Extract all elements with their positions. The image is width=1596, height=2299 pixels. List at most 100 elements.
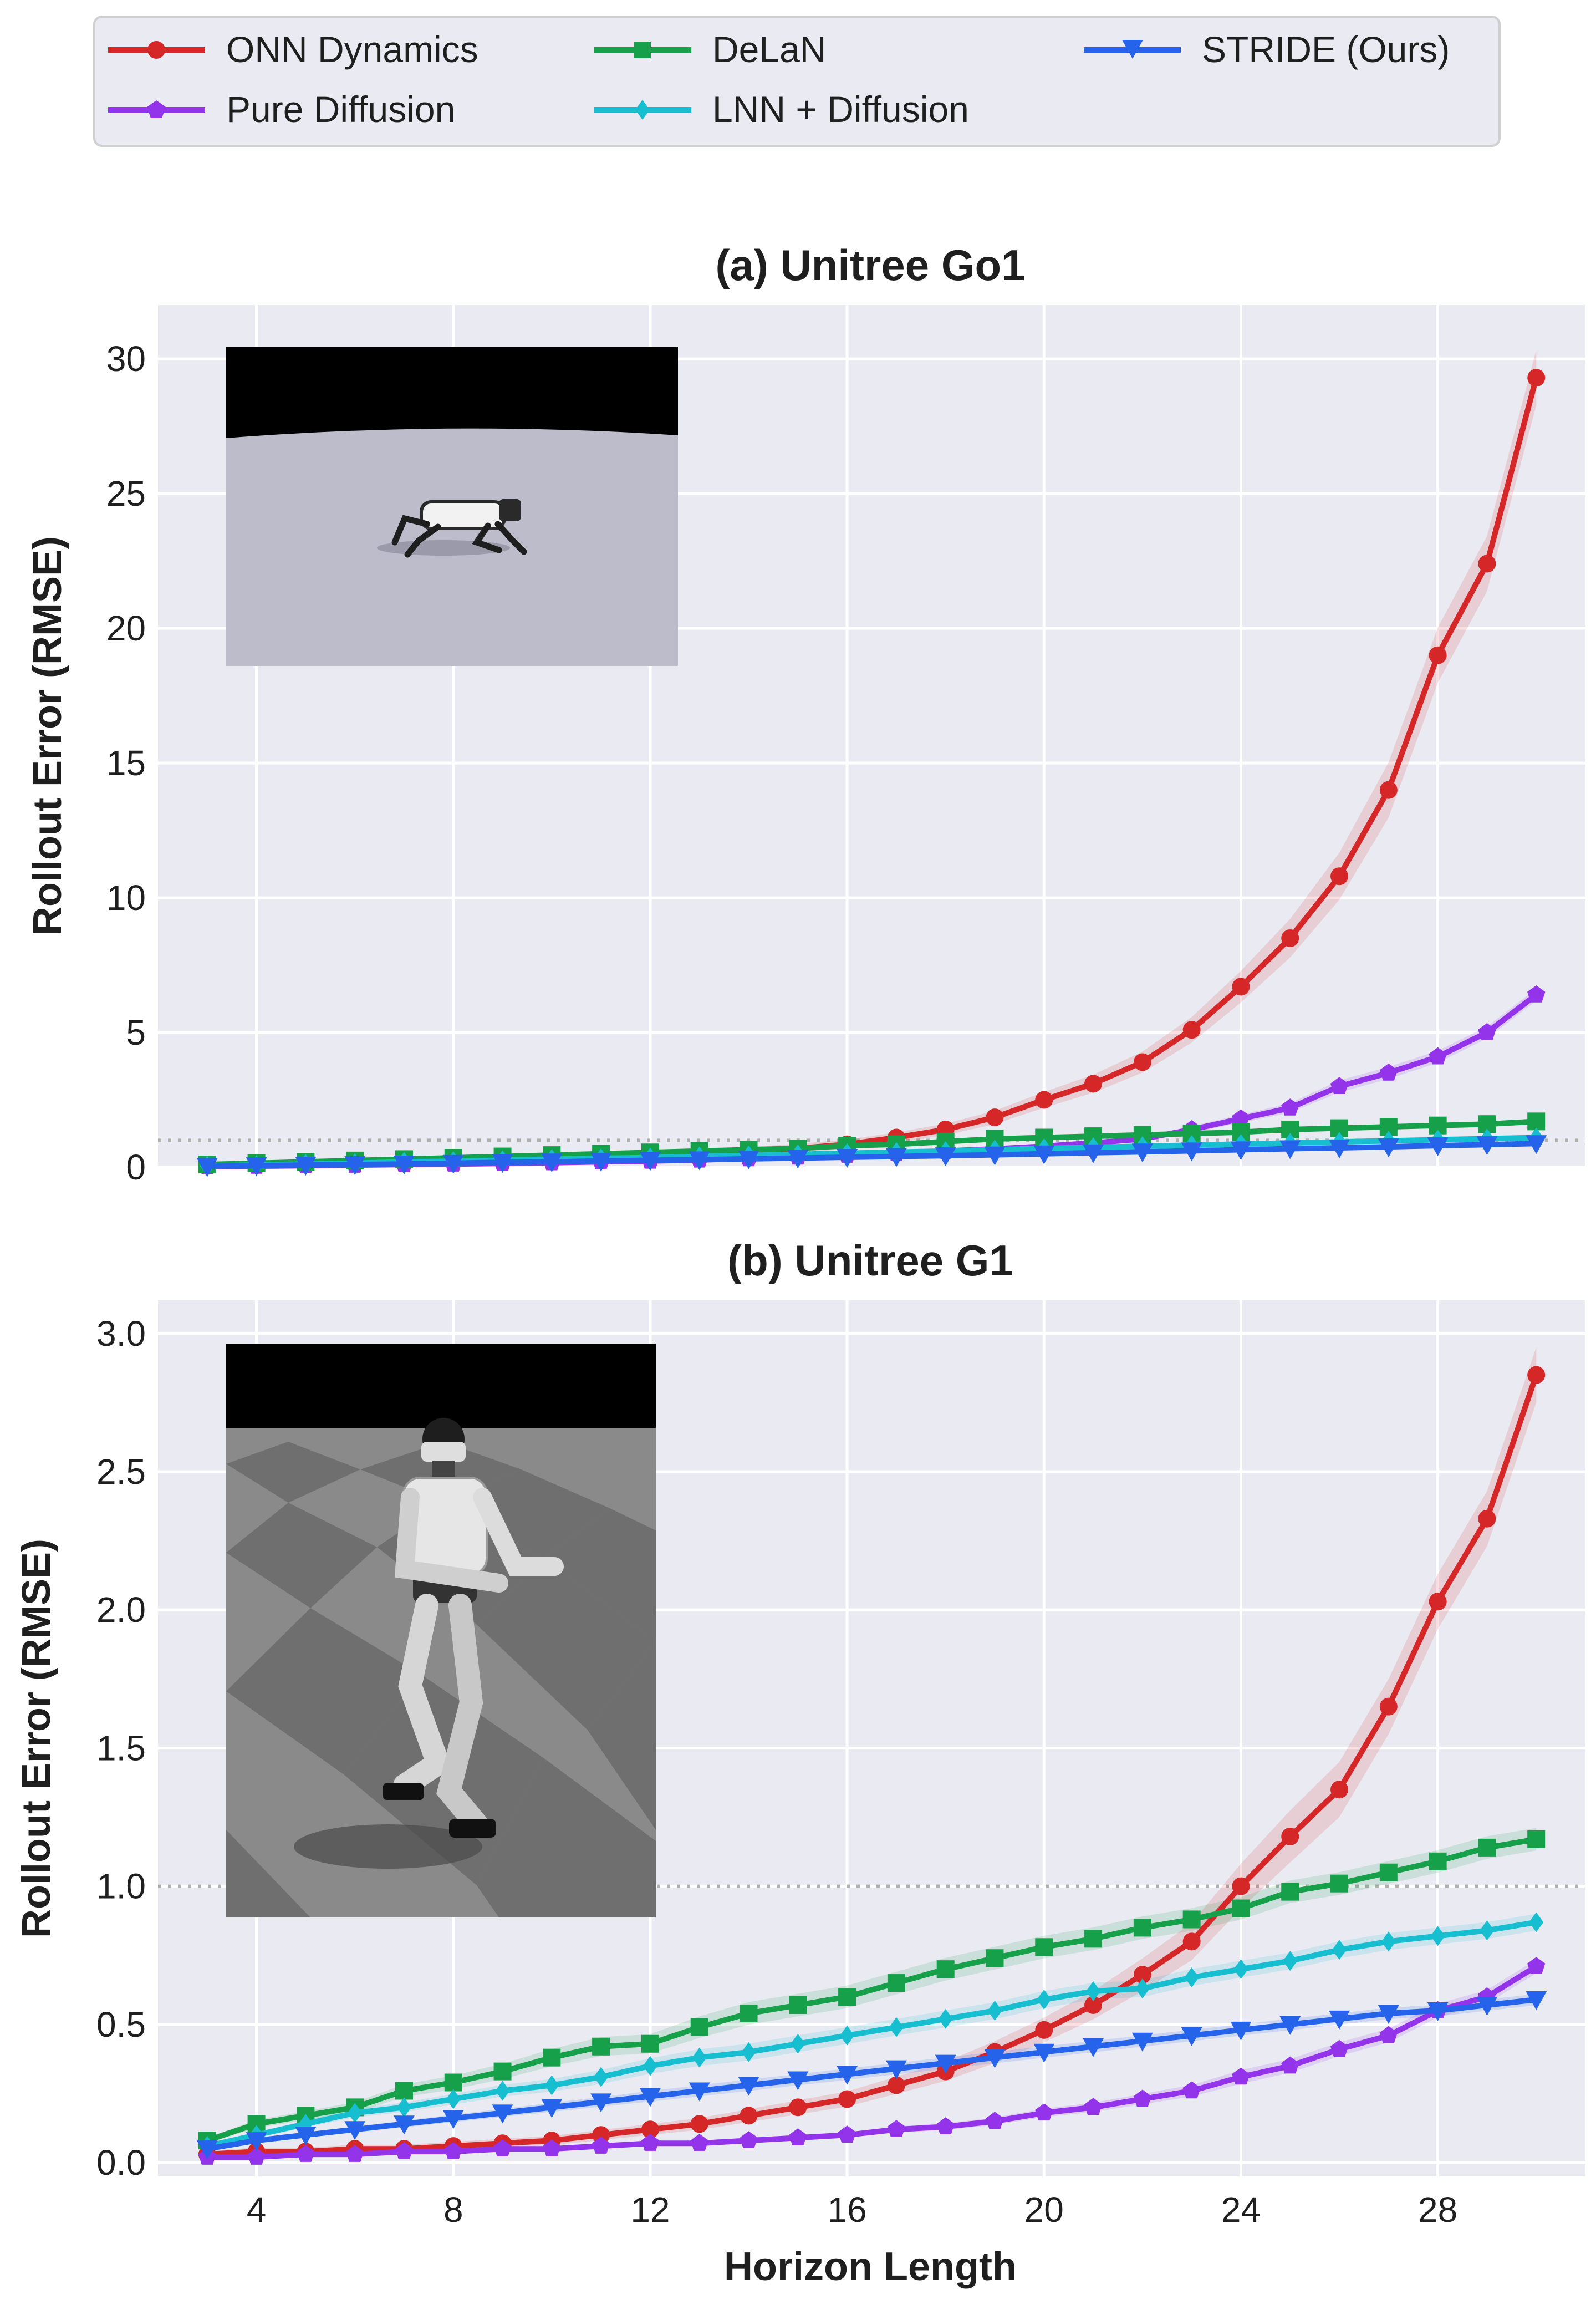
data-point-pure-diffusion	[1330, 2039, 1349, 2057]
y-tick-labels-b: 0.0 0.5 1.0 1.5 2.0 2.5 3.0	[96, 1314, 146, 2183]
data-point-stride-ours	[1526, 1135, 1547, 1154]
data-point-delan	[1527, 1112, 1546, 1131]
data-point-lnn-diffusion	[1332, 1940, 1347, 1960]
data-point-delan	[740, 2004, 758, 2022]
data-point-stride-ours	[393, 1156, 415, 1175]
chart-panel-b: (b) Unitree G1 0.0 0.5 1.0 1.5 2.0 2.5 3.0 4 8 1…	[14, 1236, 1585, 2289]
data-point-onn-dynamics	[1429, 1593, 1447, 1611]
data-point-pure-diffusion	[641, 2134, 660, 2151]
y-tick-label: 0	[126, 1147, 146, 1187]
data-point-stride-ours	[1279, 1140, 1301, 1159]
data-point-lnn-diffusion	[495, 2081, 510, 2101]
data-point-onn-dynamics	[1232, 978, 1250, 996]
series-stride-ours	[196, 1135, 1547, 1177]
data-point-onn-dynamics	[1429, 646, 1447, 664]
data-point-onn-dynamics	[986, 1108, 1004, 1127]
data-point-stride-ours	[1279, 2016, 1301, 2035]
data-point-stride-ours	[1476, 1136, 1498, 1156]
y-axis-label-b: Rollout Error (RMSE)	[14, 1539, 59, 1938]
data-point-pure-diffusion	[1232, 1109, 1250, 1127]
data-point-pure-diffusion	[1084, 2098, 1103, 2115]
data-point-stride-ours	[935, 1147, 956, 1167]
data-point-stride-ours	[1329, 2010, 1350, 2030]
error-band-delan	[207, 1828, 1537, 2144]
data-point-lnn-diffusion	[396, 2097, 411, 2118]
quadruped-robot-figure	[377, 499, 527, 558]
data-point-lnn-diffusion	[594, 2067, 609, 2087]
series-line-stride-ours	[204, 1997, 1539, 2152]
data-point-onn-dynamics	[740, 2107, 758, 2125]
series-line-lnn-diffusion	[204, 1919, 1539, 2149]
data-point-pure-diffusion	[1379, 1063, 1398, 1081]
data-point-lnn-diffusion	[889, 2017, 904, 2037]
data-point-onn-dynamics	[789, 2098, 807, 2117]
data-point-delan	[690, 2018, 708, 2036]
data-point-pure-diffusion	[1133, 2089, 1151, 2107]
data-point-onn-dynamics	[690, 2115, 708, 2133]
chart-title-a: (a) Unitree Go1	[715, 241, 1025, 289]
data-point-pure-diffusion	[444, 2142, 462, 2159]
y-tick-label: 0.0	[96, 2143, 146, 2183]
series-delan	[198, 1830, 1546, 2150]
data-point-stride-ours	[1131, 2032, 1153, 2052]
series-line-delan	[204, 1118, 1539, 1168]
data-point-stride-ours	[1131, 1143, 1153, 1163]
y-tick-label: 3.0	[96, 1314, 146, 1354]
data-point-lnn-diffusion	[1037, 1990, 1052, 2010]
data-point-stride-ours	[885, 1148, 907, 1167]
data-point-pure-diffusion	[493, 2139, 512, 2156]
data-point-delan	[1379, 1863, 1398, 1881]
data-point-lnn-diffusion	[1283, 1951, 1298, 1971]
data-point-pure-diffusion	[1379, 2026, 1398, 2043]
data-point-stride-ours	[344, 1156, 366, 1176]
y-tick-labels-a: 0 5 10 15 20 25 30	[106, 339, 146, 1187]
data-point-delan	[1182, 1910, 1201, 1929]
data-point-lnn-diffusion	[1135, 1978, 1150, 1999]
data-point-delan	[1478, 1838, 1496, 1857]
data-point-lnn-diffusion	[741, 2042, 756, 2062]
data-point-stride-ours	[196, 2140, 218, 2160]
data-point-onn-dynamics	[1084, 1996, 1103, 2014]
data-point-lnn-diffusion	[1529, 1912, 1544, 1932]
data-point-delan	[641, 2034, 659, 2053]
data-point-delan	[1232, 1899, 1250, 1917]
data-point-stride-ours	[738, 2077, 759, 2096]
data-point-onn-dynamics	[838, 2090, 856, 2108]
data-point-onn-dynamics	[1182, 1021, 1201, 1039]
data-point-delan	[936, 1960, 955, 1978]
data-point-stride-ours	[837, 2066, 858, 2085]
data-point-delan	[543, 2048, 561, 2067]
data-point-stride-ours	[1230, 2021, 1252, 2041]
y-tick-label: 1.0	[96, 1866, 146, 1906]
data-point-stride-ours	[442, 2110, 464, 2129]
data-point-stride-ours	[935, 2054, 956, 2074]
data-point-pure-diffusion	[838, 2125, 856, 2143]
data-point-delan	[1527, 1830, 1546, 1848]
data-point-stride-ours	[689, 2082, 710, 2102]
data-point-onn-dynamics	[1527, 369, 1546, 387]
y-tick-label: 25	[106, 474, 146, 513]
data-point-onn-dynamics	[592, 2126, 610, 2144]
data-point-stride-ours	[344, 2121, 366, 2140]
data-point-pure-diffusion	[986, 2112, 1004, 2129]
series-group-b	[196, 1366, 1547, 2165]
legend-entry-lnn-diffusion: LNN + Diffusion	[594, 89, 969, 130]
data-point-pure-diffusion	[592, 2137, 610, 2154]
data-point-delan	[1330, 1874, 1349, 1893]
data-point-onn-dynamics	[1478, 555, 1496, 573]
data-point-delan	[838, 1988, 856, 2006]
data-point-lnn-diffusion	[938, 2008, 953, 2029]
data-point-onn-dynamics	[1182, 1932, 1201, 1951]
legend-label-delan: DeLaN	[712, 29, 826, 70]
data-point-pure-diffusion	[247, 2148, 266, 2165]
data-point-stride-ours	[1181, 2027, 1202, 2046]
y-tick-label: 2.5	[96, 1452, 146, 1492]
data-point-stride-ours	[1033, 1145, 1055, 1164]
data-point-pure-diffusion	[1281, 1098, 1299, 1116]
data-point-lnn-diffusion	[446, 2089, 461, 2109]
data-point-lnn-diffusion	[1184, 1967, 1199, 1988]
x-axis-label: Horizon Length	[724, 2245, 1017, 2289]
y-tick-label: 20	[106, 608, 146, 648]
data-point-pure-diffusion	[690, 2134, 708, 2151]
series-line-pure-diffusion	[204, 1964, 1539, 2160]
